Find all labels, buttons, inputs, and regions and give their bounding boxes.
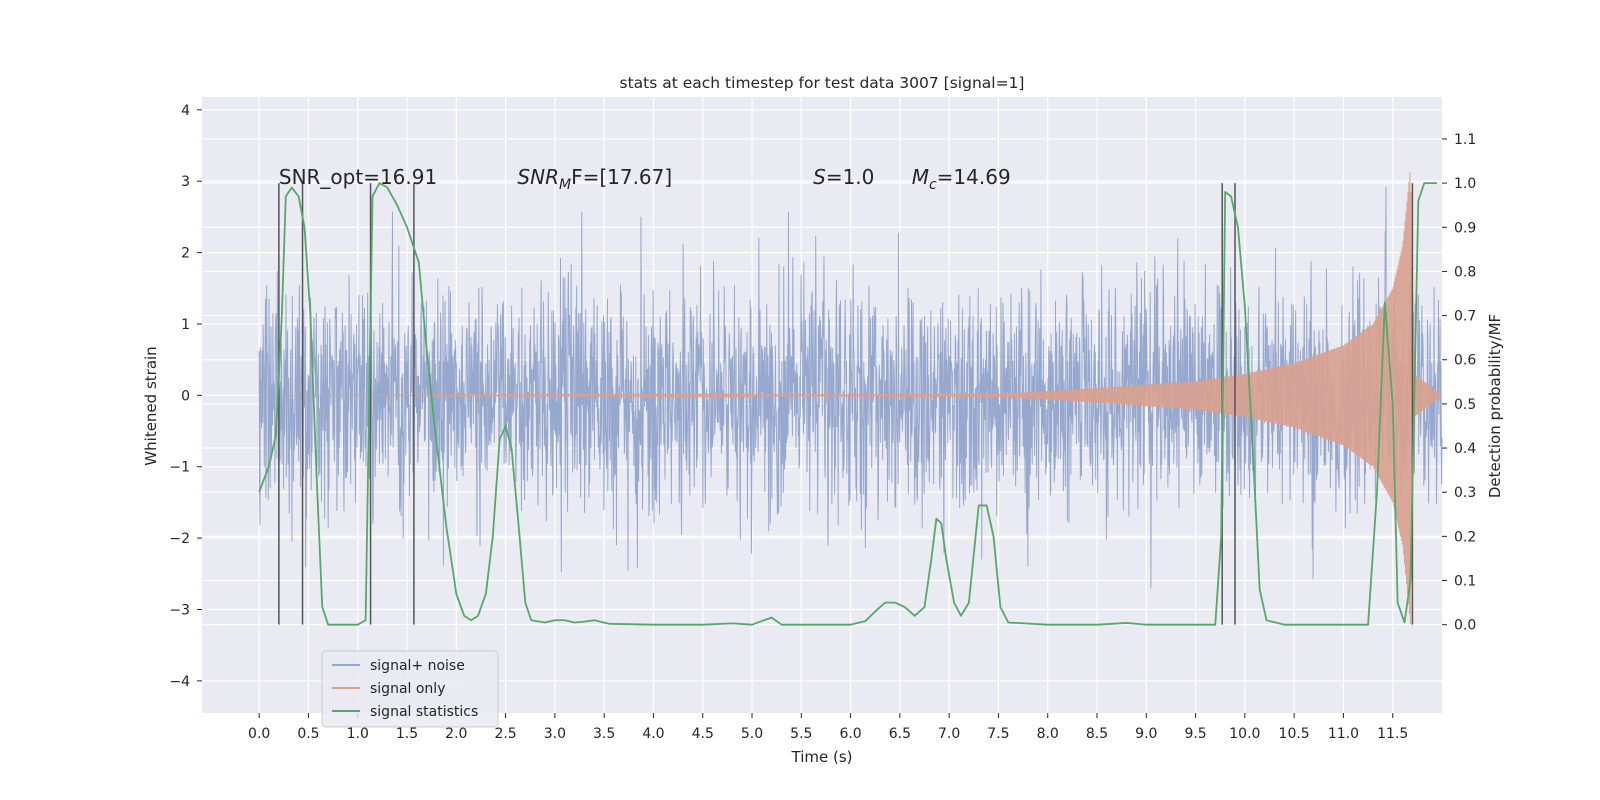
y-tick-label: 0	[181, 388, 190, 404]
x-tick-label: 2.0	[445, 726, 467, 742]
annotation-text: SNRMF=[17.67]	[517, 165, 672, 193]
legend: signal+ noise signal only signal statistic…	[321, 650, 499, 728]
y-right-tick-label: 0.1	[1454, 574, 1476, 590]
x-tick-label: 3.5	[593, 726, 615, 742]
y-right-tick-label: 1.0	[1454, 176, 1476, 192]
legend-label: signal statistics	[370, 704, 478, 720]
y-axis-label: Whitened strain	[142, 346, 160, 465]
x-tick-label: 0.0	[248, 726, 270, 742]
x-tick-label: 6.5	[889, 726, 911, 742]
y-right-tick-label: 0.0	[1454, 618, 1476, 634]
x-tick-label: 11.5	[1377, 726, 1408, 742]
y-right-tick-label: 0.8	[1454, 264, 1476, 280]
signal-plus-noise-line	[258, 187, 1443, 589]
y-right-tick-label: 0.4	[1454, 441, 1476, 457]
y-right-tick-label: 0.5	[1454, 397, 1476, 413]
annotation-text: S=1.0	[813, 165, 874, 189]
y-right-tick-label: 0.7	[1454, 309, 1476, 325]
y-right-tick-label: 0.6	[1454, 353, 1476, 369]
x-axis-label: Time (s)	[791, 748, 853, 766]
annotations: SNR_opt=16.91 SNRMF=[17.67] S=1.0 Mc=14.69	[279, 165, 1011, 193]
x-tick-label: 4.5	[692, 726, 714, 742]
x-tick-label: 2.5	[494, 726, 516, 742]
y-tick-label: 1	[181, 317, 190, 333]
x-tick-label: 9.5	[1184, 726, 1206, 742]
y-axis-ticks: −4 −3 −2 −1 0 1 2 3 4	[169, 103, 202, 690]
y-tick-label: 3	[181, 174, 190, 190]
y-tick-label: −3	[169, 603, 190, 619]
legend-label: signal+ noise	[370, 658, 465, 674]
annotation-text: SNR_opt=16.91	[279, 165, 437, 189]
y-right-tick-label: 1.1	[1454, 132, 1476, 148]
y-right-axis-label: Detection probability/MF	[1486, 314, 1504, 498]
x-tick-label: 5.0	[741, 726, 763, 742]
signal-only-line	[259, 171, 1443, 624]
x-tick-label: 7.0	[938, 726, 960, 742]
x-tick-label: 9.0	[1135, 726, 1157, 742]
y-tick-label: 2	[181, 246, 190, 262]
chart-title: stats at each timestep for test data 300…	[620, 74, 1025, 92]
legend-label: signal only	[370, 681, 445, 697]
legend-box	[321, 650, 499, 728]
x-tick-label: 5.5	[790, 726, 812, 742]
x-tick-label: 1.5	[396, 726, 418, 742]
x-tick-label: 3.0	[544, 726, 566, 742]
x-tick-label: 8.0	[1037, 726, 1059, 742]
x-tick-label: 10.5	[1279, 726, 1310, 742]
x-tick-label: 0.5	[297, 726, 319, 742]
x-tick-label: 11.0	[1328, 726, 1359, 742]
y-tick-label: 4	[181, 103, 190, 119]
x-tick-label: 8.5	[1086, 726, 1108, 742]
y-tick-label: −1	[169, 460, 190, 476]
x-tick-label: 4.0	[642, 726, 664, 742]
vertical-markers	[278, 183, 1414, 625]
y-right-tick-label: 0.3	[1454, 485, 1476, 501]
x-tick-label: 6.0	[839, 726, 861, 742]
x-tick-label: 7.5	[987, 726, 1009, 742]
series-signal-statistics	[258, 182, 1438, 626]
y-right-tick-label: 0.2	[1454, 529, 1476, 545]
annotation-text: Mc=14.69	[912, 165, 1011, 193]
series-signal-only	[259, 171, 1443, 624]
signal-statistics-line	[258, 182, 1438, 626]
x-tick-label: 10.0	[1229, 726, 1260, 742]
x-axis-ticks: 0.0 0.5 1.0 1.5 2.0 2.5 3.0 3.5 4.0 4.5 5.0 5.5 6.0 6…	[248, 713, 1408, 742]
y-tick-label: −2	[169, 531, 190, 547]
y-tick-label: −4	[169, 674, 190, 690]
y-right-tick-label: 0.9	[1454, 220, 1476, 236]
y-right-axis-ticks: 0.0 0.1 0.2 0.3 0.4 0.5 0.6 0.7 0.8 0.9 1.0 1.1	[1442, 132, 1476, 634]
x-tick-label: 1.0	[347, 726, 369, 742]
series-signal-plus-noise	[258, 187, 1443, 589]
